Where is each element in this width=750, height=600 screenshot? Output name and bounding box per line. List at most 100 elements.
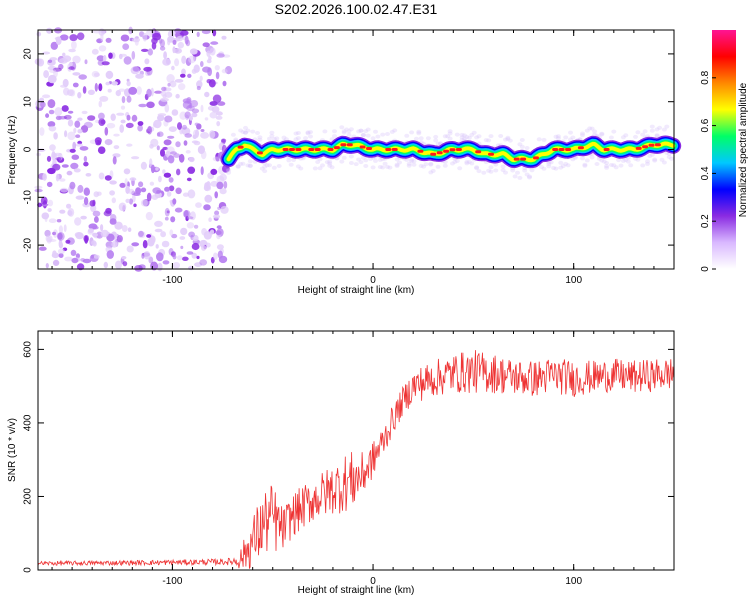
heatmap-noise-blob [200, 150, 207, 160]
x-tick-label: 0 [370, 275, 376, 286]
heatmap-noise-blob [83, 155, 88, 163]
heatmap-haze [539, 165, 545, 169]
colorbar-tick-label: 0.2 [700, 214, 711, 228]
heatmap-haze [240, 130, 246, 134]
heatmap-noise-blob [164, 207, 170, 217]
heatmap-haze [517, 175, 523, 180]
heatmap-haze [394, 163, 400, 168]
heatmap-noise-blob [69, 148, 76, 153]
heatmap-noise-blob [209, 111, 218, 119]
heatmap-noise-blob [72, 141, 77, 150]
heatmap-noise-blob [122, 261, 128, 267]
heatmap-noise-blob [155, 244, 159, 249]
heatmap-haze [339, 125, 345, 130]
heatmap-noise-blob [216, 225, 222, 229]
heatmap-haze [394, 157, 400, 162]
heatmap-haze [476, 169, 482, 174]
heatmap-noise-blob [126, 95, 132, 103]
heatmap-noise-blob [50, 41, 58, 50]
heatmap-noise-blob [186, 222, 195, 229]
heatmap-haze [486, 138, 492, 143]
heatmap-noise-blob [74, 217, 82, 226]
heatmap-noise-blob [120, 105, 126, 110]
snr-xlabel: Height of straight line (km) [298, 585, 415, 596]
heatmap-haze [589, 126, 595, 131]
heatmap-noise-blob [115, 260, 122, 270]
heatmap-noise-blob [120, 34, 130, 42]
heatmap-noise-blob [213, 252, 218, 260]
heatmap-haze [245, 163, 251, 168]
heatmap-noise-blob [221, 35, 227, 40]
heatmap-noise-blob [203, 185, 211, 192]
heatmap-noise-blob [105, 37, 112, 43]
heatmap-noise-blob [166, 74, 175, 83]
heatmap-haze [421, 164, 427, 169]
heatmap-haze [469, 132, 475, 137]
heatmap-noise-blob [98, 172, 105, 180]
heatmap-noise-blob [83, 121, 93, 128]
heatmap-noise-blob [98, 45, 107, 52]
heatmap-noise-blob [206, 50, 211, 57]
heatmap-noise-blob [200, 166, 204, 176]
heatmap-noise-blob [71, 40, 77, 50]
heatmap-haze [435, 164, 441, 169]
heatmap-noise-blob [92, 232, 98, 237]
heatmap-noise-blob [73, 168, 81, 173]
heatmap-noise-blob [140, 161, 147, 170]
heatmap-peak [430, 152, 437, 156]
heatmap-noise-blob [38, 246, 47, 251]
heatmap-noise-blob [83, 197, 89, 206]
heatmap-haze [481, 170, 487, 175]
heatmap-haze [601, 159, 607, 164]
heatmap-haze [505, 135, 511, 140]
heatmap-noise-blob [152, 32, 162, 41]
heatmap-haze [363, 164, 369, 168]
heatmap-noise-blob [147, 125, 153, 135]
heatmap-noise-blob [171, 233, 178, 239]
heatmap-noise-blob [220, 205, 229, 214]
heatmap-haze [409, 130, 415, 135]
heatmap-haze [394, 162, 400, 167]
heatmap-haze [295, 136, 301, 141]
y-tick-label: 10 [23, 96, 34, 108]
heatmap-haze [370, 165, 376, 170]
heatmap-noise-blob [99, 95, 109, 102]
heatmap-noise-blob [206, 59, 212, 64]
heatmap-haze [452, 159, 458, 164]
heatmap-noise-blob [100, 224, 104, 232]
heatmap-haze [640, 132, 646, 137]
spectrogram-ylabel: Frequency (Hz) [7, 116, 18, 185]
heatmap-noise-blob [47, 208, 52, 212]
heatmap-haze [565, 163, 571, 168]
heatmap-noise-blob [61, 164, 69, 168]
heatmap-noise-blob [182, 192, 190, 197]
heatmap-haze [365, 127, 371, 132]
heatmap-peak [327, 148, 334, 151]
heatmap-noise-blob [118, 202, 127, 212]
heatmap-noise-blob [179, 30, 189, 36]
heatmap-haze [647, 153, 653, 158]
heatmap-peak [308, 148, 315, 151]
heatmap-haze [661, 160, 667, 165]
heatmap-peak [436, 151, 443, 155]
heatmap-noise-blob [196, 31, 200, 37]
heatmap-noise-blob [68, 66, 75, 70]
heatmap-haze [385, 132, 390, 136]
heatmap-noise-blob [184, 35, 189, 45]
heatmap-noise-blob [147, 48, 153, 56]
heatmap-haze [418, 136, 424, 141]
heatmap-noise-blob [161, 240, 170, 248]
heatmap-haze [512, 174, 518, 179]
heatmap-noise-blob [112, 156, 117, 165]
heatmap-noise-blob [90, 254, 94, 259]
heatmap-noise-blob [199, 259, 208, 266]
heatmap-noise-blob [75, 143, 84, 147]
heatmap-noise-blob [212, 94, 222, 103]
heatmap-noise-blob [136, 86, 142, 95]
heatmap-haze [380, 132, 386, 137]
heatmap-haze [411, 162, 417, 167]
heatmap-noise-blob [171, 109, 179, 116]
heatmap-noise-blob [75, 134, 81, 138]
heatmap-noise-blob [216, 53, 225, 58]
